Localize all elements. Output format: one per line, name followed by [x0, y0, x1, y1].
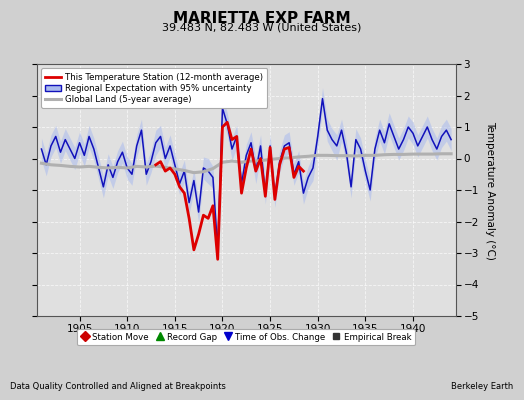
- Legend: Station Move, Record Gap, Time of Obs. Change, Empirical Break: Station Move, Record Gap, Time of Obs. C…: [78, 329, 415, 345]
- Text: Berkeley Earth: Berkeley Earth: [451, 382, 514, 391]
- Y-axis label: Temperature Anomaly (°C): Temperature Anomaly (°C): [486, 120, 496, 260]
- Text: MARIETTA EXP FARM: MARIETTA EXP FARM: [173, 11, 351, 26]
- Text: 39.483 N, 82.483 W (United States): 39.483 N, 82.483 W (United States): [162, 23, 362, 33]
- Text: Data Quality Controlled and Aligned at Breakpoints: Data Quality Controlled and Aligned at B…: [10, 382, 226, 391]
- Legend: This Temperature Station (12-month average), Regional Expectation with 95% uncer: This Temperature Station (12-month avera…: [41, 68, 267, 108]
